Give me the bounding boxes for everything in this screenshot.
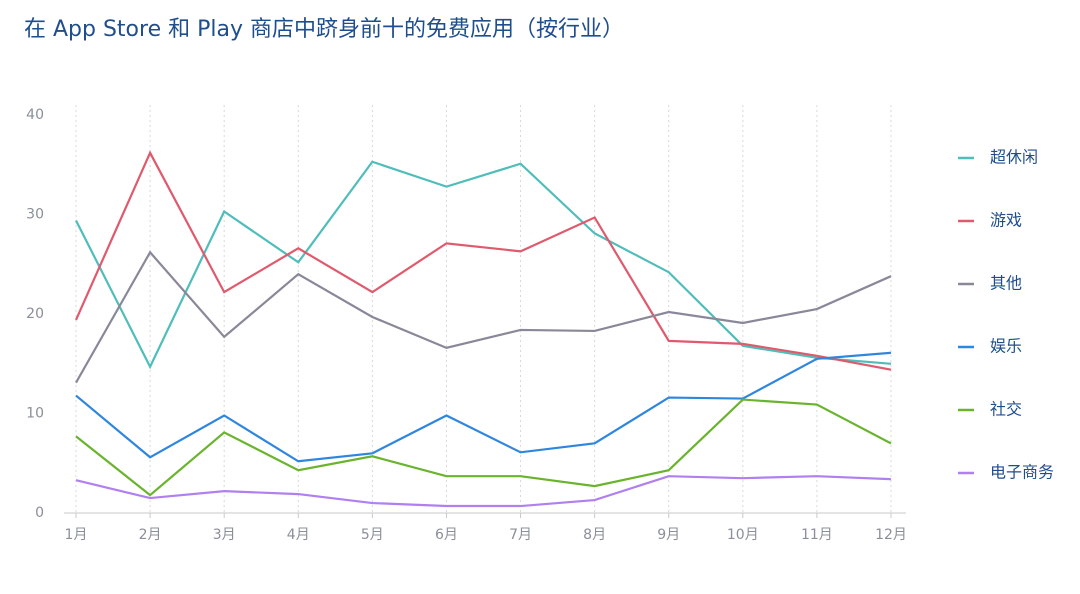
legend-label: 电子商务 — [990, 463, 1054, 482]
series-line — [75, 398, 892, 497]
x-tick-label: 2月 — [139, 527, 162, 543]
legend-label: 其他 — [990, 274, 1022, 293]
series-line — [75, 250, 892, 384]
x-tick-label: 7月 — [509, 527, 532, 543]
y-tick-label: 40 — [26, 107, 44, 123]
x-tick-label: 10月 — [727, 527, 759, 543]
legend-label: 社交 — [990, 400, 1022, 419]
x-tick-label: 5月 — [361, 527, 384, 543]
series-line — [75, 160, 892, 370]
x-tick-label: 11月 — [801, 527, 833, 543]
x-tick-label: 1月 — [65, 527, 88, 543]
series-line — [75, 475, 892, 508]
y-tick-label: 20 — [26, 306, 44, 322]
y-tick-label: 30 — [26, 207, 44, 223]
legend-label: 超休闲 — [990, 148, 1038, 167]
x-tick-label: 8月 — [583, 527, 606, 543]
series-line — [74, 150, 892, 371]
y-tick-label: 0 — [35, 505, 44, 521]
chart-title: 在 App Store 和 Play 商店中跻身前十的免费应用（按行业） — [24, 17, 624, 42]
y-tick-label: 10 — [26, 406, 44, 422]
x-tick-label: 12月 — [875, 527, 907, 543]
x-tick-label: 6月 — [435, 527, 458, 543]
x-tick-label: 4月 — [287, 527, 310, 543]
legend-label: 娱乐 — [990, 337, 1022, 356]
series-line — [75, 351, 892, 463]
x-tick-label: 3月 — [213, 527, 236, 543]
legend-label: 游戏 — [990, 211, 1022, 230]
x-tick-label: 9月 — [657, 527, 680, 543]
